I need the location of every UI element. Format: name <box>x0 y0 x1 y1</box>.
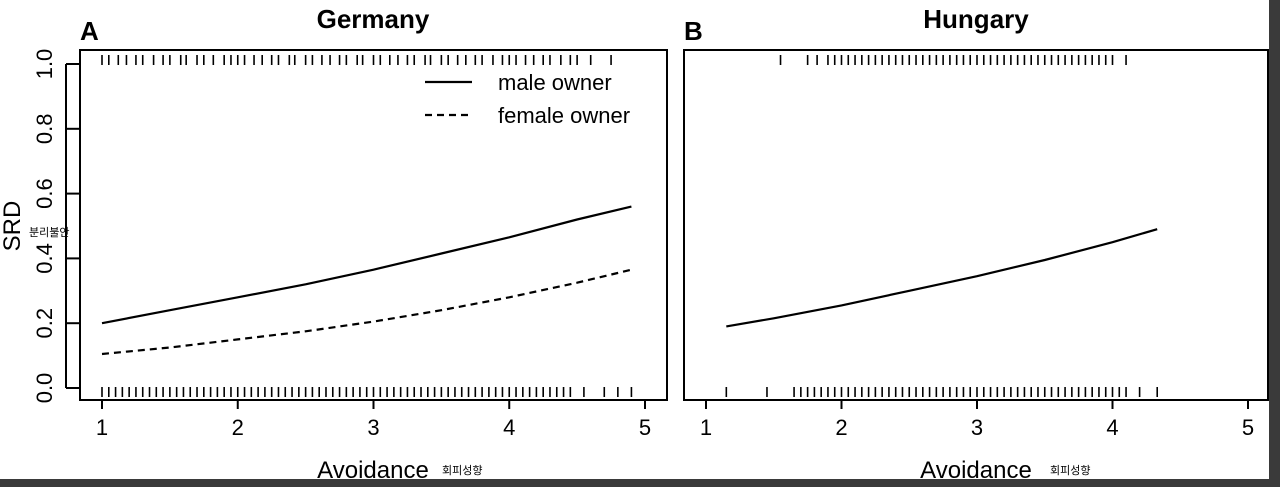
x-tick-label: 2 <box>835 415 847 440</box>
y-tick-label: 0.2 <box>32 308 57 339</box>
y-tick-label: 0.8 <box>32 114 57 145</box>
x-tick-label: 5 <box>1242 415 1254 440</box>
panel-a-letter: A <box>80 16 99 46</box>
legend-label-female: female owner <box>498 103 630 128</box>
series-line-a-2 <box>101 268 632 356</box>
chart-svg: A Germany Avoidance 회피성향 SRD 분리불안 B Hung… <box>0 4 1269 484</box>
chart-marks: 1 2 3 4 5 0.0 0.2 0.4 0.6 0.8 1.0 1 2 3 4 5 <box>32 49 1269 440</box>
panel-a-title: Germany <box>317 4 430 34</box>
panel-b-xlabel-annotation: 회피성향 <box>1050 464 1090 477</box>
panel-b-frame <box>683 49 1269 401</box>
panel-b-letter: B <box>684 16 703 46</box>
panel-a-ylabel: SRD <box>0 201 26 252</box>
panel-a-xlabel: Avoidance <box>317 457 429 479</box>
x-tick-label: 4 <box>503 415 515 440</box>
y-tick-label: 0.4 <box>32 243 57 274</box>
y-tick-label: 0.6 <box>32 178 57 209</box>
series-line-b-1 <box>726 228 1158 328</box>
x-tick-label: 2 <box>232 415 244 440</box>
y-tick-label: 1.0 <box>32 49 57 80</box>
x-tick-label: 3 <box>367 415 379 440</box>
x-tick-label: 3 <box>971 415 983 440</box>
y-tick-label: 0.0 <box>32 373 57 404</box>
x-tick-label: 1 <box>700 415 712 440</box>
panel-b-title: Hungary <box>923 4 1029 34</box>
panel-a-xlabel-annotation: 회피성향 <box>442 464 482 477</box>
panel-a-ylabel-annotation: 분리불안 <box>29 226 69 239</box>
panel-b-xlabel: Avoidance <box>920 457 1032 479</box>
legend: male owner female owner <box>425 70 630 128</box>
panel-b: 1 2 3 4 5 <box>683 49 1269 440</box>
legend-label-male: male owner <box>498 70 612 95</box>
panel-a: 1 2 3 4 5 0.0 0.2 0.4 0.6 0.8 1.0 <box>32 49 668 440</box>
series-line-a-1 <box>101 205 632 325</box>
x-tick-label: 1 <box>96 415 108 440</box>
x-tick-label: 5 <box>639 415 651 440</box>
x-tick-label: 4 <box>1106 415 1118 440</box>
